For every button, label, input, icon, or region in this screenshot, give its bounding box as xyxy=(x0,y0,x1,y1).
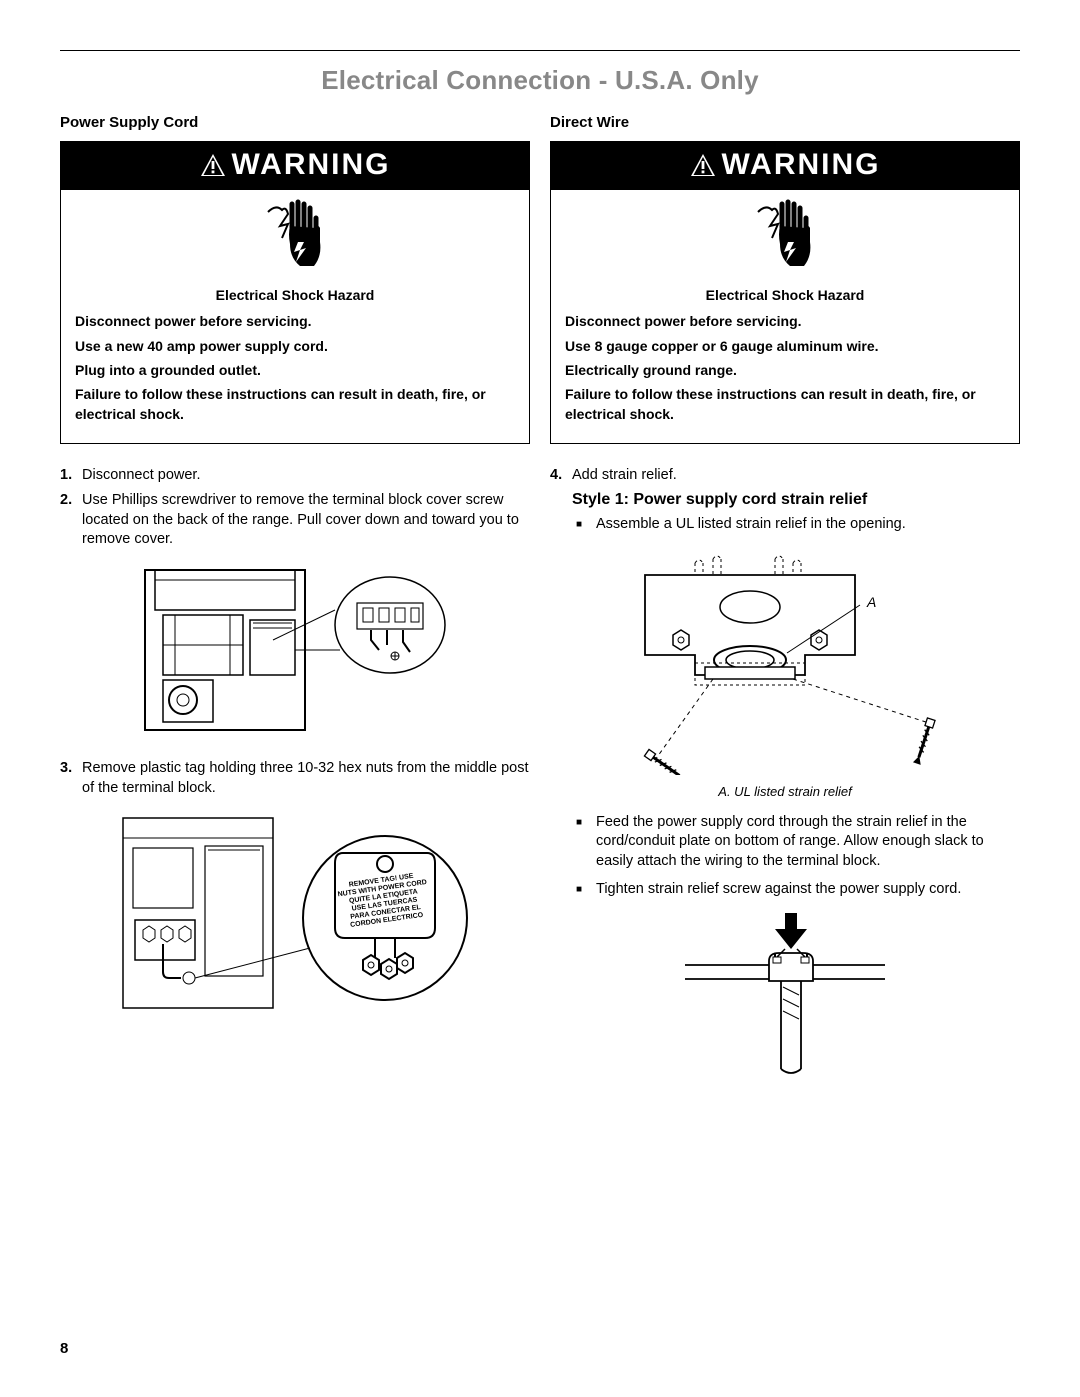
step-text: Remove plastic tag holding three 10-32 h… xyxy=(82,759,530,798)
step-3: 3. Remove plastic tag holding three 10-3… xyxy=(60,759,530,798)
step-text: Add strain relief. xyxy=(572,466,1020,486)
step-text: Use Phillips screwdriver to remove the t… xyxy=(82,491,530,550)
right-heading: Direct Wire xyxy=(550,114,1020,131)
electrical-shock-hand-icon xyxy=(260,198,330,270)
alert-triangle-icon xyxy=(690,153,716,177)
top-rule xyxy=(60,50,1020,51)
figure-strain-relief: A xyxy=(550,545,1020,799)
two-column-layout: Power Supply Cord WARNING xyxy=(60,114,1020,1098)
alert-triangle-icon xyxy=(200,153,226,177)
bullet-tighten: Tighten strain relief screw against the … xyxy=(596,880,1020,900)
figure-tag-nuts: REMOVE TAG! USE NUTS WITH POWER CORD QUI… xyxy=(60,808,530,1033)
terminal-tag-diagram-icon: REMOVE TAG! USE NUTS WITH POWER CORD QUI… xyxy=(115,808,475,1028)
style1-bullets-2: Feed the power supply cord through the s… xyxy=(550,813,1020,899)
warn-line-l1: Use a new 40 amp power supply cord. xyxy=(75,336,515,356)
step-num: 2. xyxy=(60,491,82,550)
left-column: Power Supply Cord WARNING xyxy=(60,114,530,1098)
warning-header-left: WARNING xyxy=(61,142,529,190)
right-column: Direct Wire WARNING xyxy=(550,114,1020,1098)
step-text: Disconnect power. xyxy=(82,466,530,486)
style1-heading: Style 1: Power supply cord strain relief xyxy=(550,491,1020,509)
step-4: 4. Add strain relief. xyxy=(550,466,1020,486)
hazard-title-left: Electrical Shock Hazard xyxy=(75,285,515,305)
warn-line-r1: Use 8 gauge copper or 6 gauge aluminum w… xyxy=(565,336,1005,356)
right-steps: 4. Add strain relief. xyxy=(550,466,1020,486)
electrical-shock-hand-icon xyxy=(750,198,820,270)
tighten-cord-diagram-icon xyxy=(675,909,895,1079)
step-num: 3. xyxy=(60,759,82,798)
warning-title-left: WARNING xyxy=(232,148,391,182)
warn-line-l3: Failure to follow these instructions can… xyxy=(75,384,515,425)
warning-body-right: Electrical Shock Hazard Disconnect power… xyxy=(551,285,1019,443)
shock-icon-row-right xyxy=(551,190,1019,285)
warn-line-l0: Disconnect power before servicing. xyxy=(75,311,515,331)
warning-title-right: WARNING xyxy=(722,148,881,182)
figure-terminal-cover xyxy=(60,560,530,745)
warning-header-right: WARNING xyxy=(551,142,1019,190)
callout-a: A xyxy=(866,594,876,610)
left-steps: 1. Disconnect power. 2. Use Phillips scr… xyxy=(60,466,530,550)
warn-line-l2: Plug into a grounded outlet. xyxy=(75,360,515,380)
page-title: Electrical Connection - U.S.A. Only xyxy=(60,65,1020,96)
figure-tighten xyxy=(550,909,1020,1084)
hazard-title-right: Electrical Shock Hazard xyxy=(565,285,1005,305)
shock-icon-row-left xyxy=(61,190,529,285)
page-number: 8 xyxy=(60,1340,68,1357)
left-steps-cont: 3. Remove plastic tag holding three 10-3… xyxy=(60,759,530,798)
step-2: 2. Use Phillips screwdriver to remove th… xyxy=(60,491,530,550)
style1-bullets-1: Assemble a UL listed strain relief in th… xyxy=(550,515,1020,535)
step-num: 4. xyxy=(550,466,572,486)
strain-relief-plate-diagram-icon: A xyxy=(595,545,975,775)
step-num: 1. xyxy=(60,466,82,486)
left-heading: Power Supply Cord xyxy=(60,114,530,131)
warn-line-r2: Electrically ground range. xyxy=(565,360,1005,380)
bullet-assemble: Assemble a UL listed strain relief in th… xyxy=(596,515,1020,535)
step-1: 1. Disconnect power. xyxy=(60,466,530,486)
warning-box-right: WARNING Electrical Shock Hazard Disconne… xyxy=(550,141,1020,444)
warning-box-left: WARNING Electrical Shock Hazard Disconne… xyxy=(60,141,530,444)
bullet-feed: Feed the power supply cord through the s… xyxy=(596,813,1020,872)
figure-caption-a: A. UL listed strain relief xyxy=(550,784,1020,799)
warn-line-r0: Disconnect power before servicing. xyxy=(565,311,1005,331)
range-back-diagram-icon xyxy=(135,560,455,740)
warning-body-left: Electrical Shock Hazard Disconnect power… xyxy=(61,285,529,443)
warn-line-r3: Failure to follow these instructions can… xyxy=(565,384,1005,425)
